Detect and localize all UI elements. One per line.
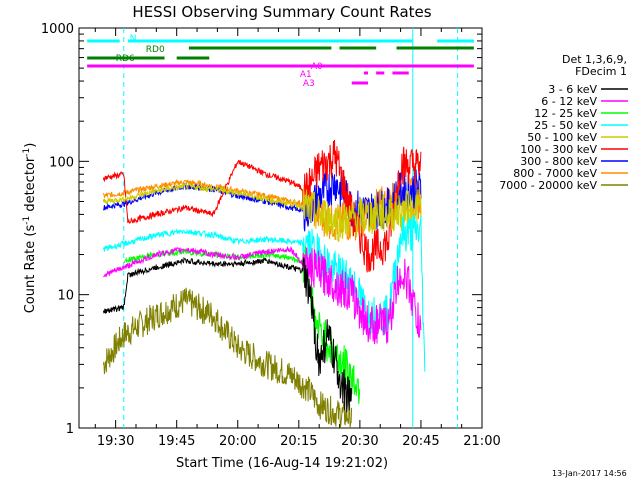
- legend-item-label: 100 - 300 keV: [520, 143, 597, 156]
- series-line: [102, 287, 353, 429]
- legend-item-label: 6 - 12 keV: [541, 95, 597, 108]
- x-axis-label: Start Time (16-Aug-14 19:21:02): [176, 456, 388, 471]
- flag-label: A0: [311, 62, 323, 72]
- legend-item-label: 3 - 6 keV: [548, 83, 597, 96]
- legend-header: Det 1,3,6,9,: [562, 53, 627, 66]
- legend-item-label: 12 - 25 keV: [534, 107, 597, 120]
- y-tick-label: 10: [57, 289, 74, 304]
- x-tick-label: 20:45: [402, 434, 439, 449]
- x-tick-label: 19:30: [97, 434, 134, 449]
- legend-header: FDecim 1: [575, 65, 627, 78]
- flag-label: RD6: [116, 54, 135, 64]
- legend-item-label: 300 - 800 keV: [520, 155, 597, 168]
- legend-item-label: 50 - 100 keV: [527, 131, 597, 144]
- flag-label: A3: [303, 79, 315, 89]
- flag-label: RD0: [146, 45, 165, 55]
- legend-item-label: 25 - 50 keV: [534, 119, 597, 132]
- footer-timestamp: 13-Jan-2017 14:56: [552, 469, 627, 478]
- series-line: [123, 246, 361, 405]
- x-tick-label: 20:15: [280, 434, 317, 449]
- series-line: [102, 139, 422, 273]
- y-tick-label: 1: [66, 422, 74, 437]
- series-line: [102, 215, 426, 372]
- chart-title: HESSI Observing Summary Count Rates: [132, 3, 431, 21]
- flag-label: A1: [300, 70, 312, 80]
- plot-frame: [78, 27, 483, 429]
- x-tick-label: 20:00: [219, 434, 256, 449]
- y-tick-label: 100: [49, 155, 74, 170]
- series-line: [102, 177, 422, 241]
- x-tick-label: 19:45: [158, 434, 195, 449]
- series-line: [102, 182, 422, 243]
- series-line: [103, 245, 422, 345]
- x-tick-label: 21:00: [463, 434, 500, 449]
- legend-item-label: 800 - 7000 keV: [513, 167, 597, 180]
- y-tick-label: 1000: [41, 22, 74, 37]
- flag-label: N: [130, 34, 137, 44]
- legend-item-label: 7000 - 20000 keV: [499, 179, 597, 192]
- x-tick-label: 20:30: [341, 434, 378, 449]
- y-axis-label: Count Rate (s-1 detector-1): [22, 143, 38, 314]
- series-line: [102, 256, 353, 413]
